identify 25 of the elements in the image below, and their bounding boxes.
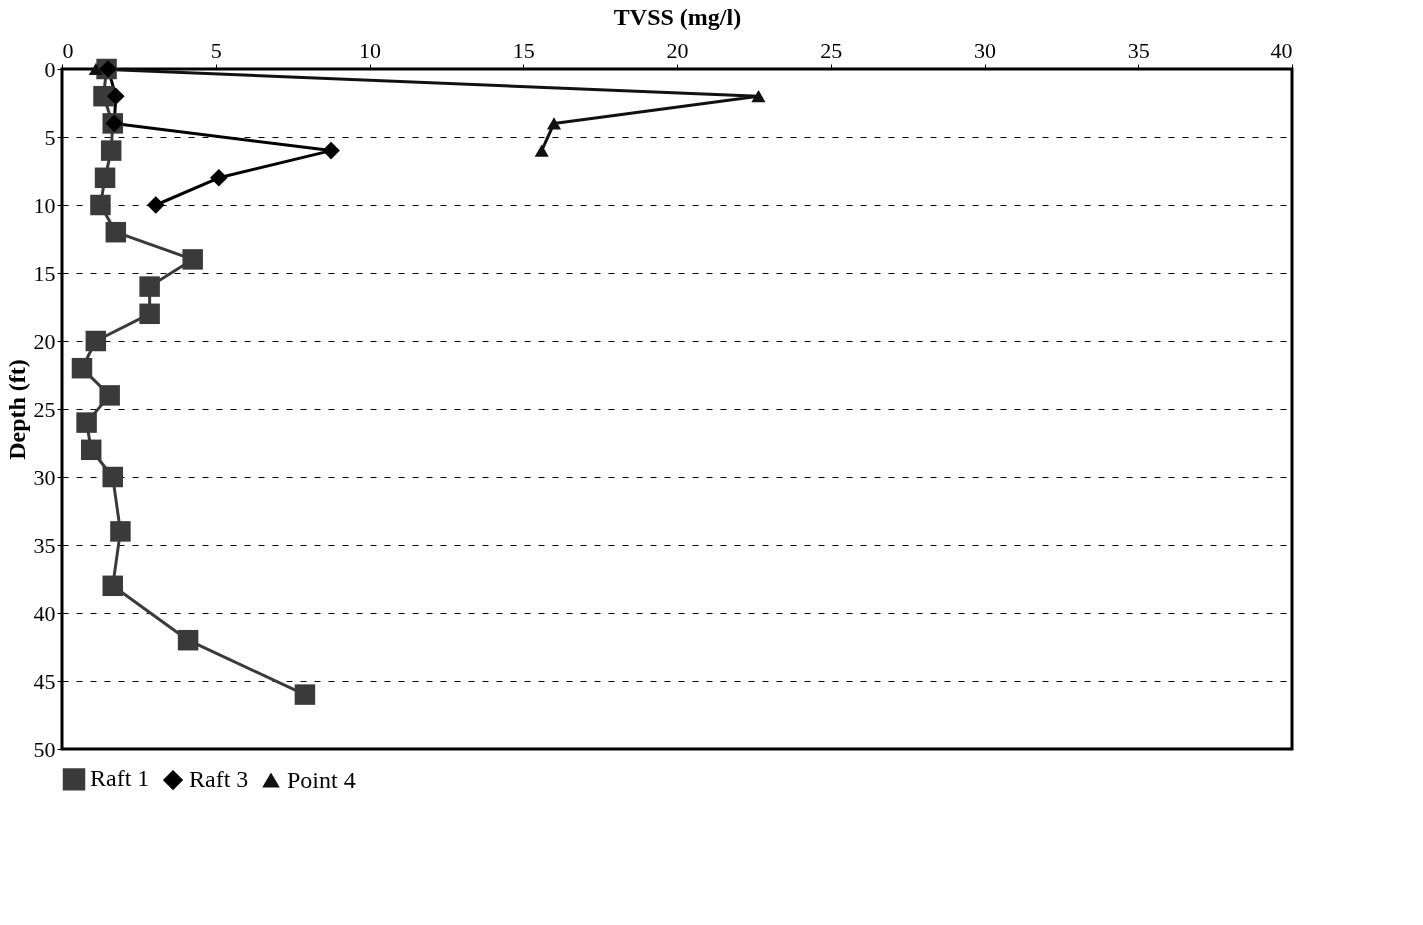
y-tick-label: 10 [33, 192, 56, 218]
y-tick-label: 35 [33, 532, 56, 558]
y-tick-label: 20 [33, 328, 56, 354]
y-tick-label: 0 [44, 56, 56, 82]
x-tick-label: 35 [1127, 37, 1150, 63]
x-tick-label: 25 [820, 37, 843, 63]
y-tick-label: 30 [33, 464, 56, 490]
y-axis-title: Depth (ft) [3, 359, 30, 460]
x-axis-title: TVSS (mg/l) [613, 3, 742, 30]
x-tick-label: 5 [210, 37, 222, 63]
x-tick-label: 0 [62, 37, 74, 63]
y-tick-label: 40 [33, 600, 56, 626]
y-tick-label: 25 [33, 396, 56, 422]
legend-label: Raft 3 [189, 766, 249, 793]
y-tick-label: 15 [33, 260, 56, 286]
legend-label: Raft 1 [90, 765, 150, 792]
x-tick-label: 20 [666, 37, 689, 63]
x-tick-label: 15 [512, 37, 535, 63]
legend-label: Point 4 [287, 766, 356, 793]
x-tick-label: 30 [974, 37, 996, 63]
x-tick-label: 40 [1270, 37, 1293, 63]
y-tick-label: 45 [33, 668, 56, 694]
x-tick-label: 10 [359, 37, 381, 63]
y-tick-label: 50 [33, 736, 56, 762]
y-tick-label: 5 [44, 124, 56, 150]
